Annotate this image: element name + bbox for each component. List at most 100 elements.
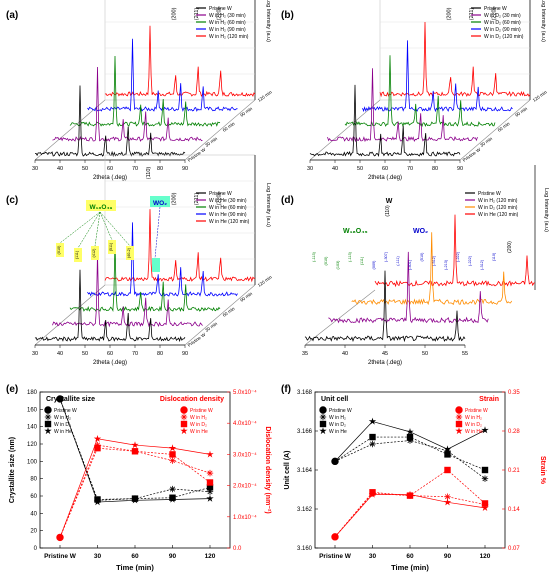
x-tick-label: 70 [132, 166, 138, 172]
xrd-trace [309, 84, 461, 158]
x-tick-label: 60 [406, 553, 414, 560]
x-axis-label: Time (min) [116, 563, 154, 572]
y2-axis-label: Dislocation density (nm⁻²) [264, 426, 271, 513]
legend-marker-left [44, 406, 52, 414]
x-tick-label: 50 [82, 351, 88, 357]
data-point-right [444, 466, 451, 474]
legend-label-left: W in H₂ [54, 415, 71, 421]
small-peak-label: (412) [92, 248, 96, 258]
depth-label: 120 min [257, 89, 273, 103]
series-line-right [334, 469, 486, 538]
xrd-trace [328, 251, 489, 324]
data-point-left [482, 476, 488, 482]
series-line-left [334, 440, 486, 479]
legend-label: W in D₂ (120 min) [484, 34, 524, 40]
small-peak-label: (40-2) [127, 247, 131, 258]
y2-tick-label: 1.0x10⁻⁴ [233, 514, 257, 521]
y-axis-label: Log Intensity (a.u) [265, 183, 271, 227]
panel-label: (d) [281, 195, 294, 206]
data-point-right [206, 479, 214, 486]
series-line-right [334, 494, 486, 538]
phase-pointer [154, 206, 161, 259]
x-tick-label: 40 [57, 166, 63, 172]
data-point-right [206, 450, 214, 458]
data-point-pristine-right [56, 533, 64, 542]
x-tick-label: 90 [169, 553, 177, 560]
small-peak-label: (010) [57, 245, 61, 255]
panel-label: (f) [281, 384, 291, 395]
x-tick-label: 60 [131, 553, 139, 560]
depth-axis-right [184, 99, 256, 161]
data-point-pristine-right [331, 533, 339, 541]
legend-label-left: W in He [329, 429, 347, 435]
y2-tick-label: 2.0x10⁻⁴ [233, 483, 257, 490]
legend-marker-left [320, 414, 326, 420]
small-peak-label: (-213) [444, 259, 448, 270]
xrd-trace [34, 269, 186, 343]
peak-label: (220) [492, 7, 498, 20]
depth-label: 90 min [514, 106, 528, 118]
y2-tick-label: 0.14 [508, 507, 520, 513]
x-tick-label: 30 [307, 166, 313, 172]
panel-label: (c) [6, 195, 18, 206]
peak-label: (200) [507, 241, 513, 253]
x-tick-label: 80 [157, 166, 163, 172]
panel-f: 3.160 3.162 3.164 3.166 3.168 0.07 0.14 0.21 0.2… [281, 384, 546, 572]
small-peak-label: (110) [492, 252, 496, 261]
x-tick-label: 30 [32, 351, 38, 357]
x-tick-label: 30 [369, 553, 377, 560]
x-tick-label: Pristine W [44, 553, 77, 560]
phase-pointer [99, 211, 113, 241]
data-point-right [368, 490, 377, 498]
peak-marker [74, 248, 82, 262]
peak-label: (211) [194, 8, 200, 21]
data-point-right [131, 441, 139, 449]
panel-d: 35 40 45 50 55 2theta (.deg) Log Intensity (a.… [281, 165, 549, 366]
xrd-trace [52, 252, 203, 328]
y2-tick-label: 0.07 [508, 546, 520, 552]
data-point-left [169, 486, 176, 492]
y-tick-label: 3.160 [297, 546, 313, 552]
legend-marker-left [44, 427, 52, 435]
data-point-pristine-left [56, 395, 64, 403]
depth-label: 30 min [204, 136, 218, 148]
y2-tick-label: 4.0x10⁻⁴ [233, 420, 257, 427]
peak-label: (200) [172, 7, 178, 20]
depth-label: 30 min [479, 136, 493, 148]
legend-label-left: Pristine W [329, 408, 352, 414]
legend-label: W in D₂ (120 min) [478, 205, 518, 211]
x-axis-label: Time (min) [391, 563, 429, 572]
x-tick-label: 70 [407, 166, 413, 172]
depth-label: 90 min [239, 106, 253, 118]
depth-label: 120 min [532, 89, 548, 103]
y-tick-label: 180 [27, 390, 38, 396]
x-tick-label: 50 [422, 351, 428, 357]
x-tick-label: Pristine W [319, 553, 352, 560]
x-tick-label: 120 [480, 553, 491, 560]
small-peak-label: (-111) [396, 255, 400, 265]
depth-label: 60 min [222, 121, 236, 133]
x-axis-label: 2theta (.deg) [368, 175, 402, 181]
small-peak-label: (-222) [456, 251, 460, 262]
y2-tick-label: 5.0x10⁻⁴ [233, 389, 257, 396]
legend-label: W in He (60 min) [209, 205, 247, 211]
legend-label: Pristine W [209, 191, 232, 197]
data-point-left [131, 496, 139, 504]
series-line-right [334, 493, 486, 538]
x-tick-label: 120 [205, 553, 216, 560]
y-tick-label: 160 [27, 407, 38, 413]
data-point-left [368, 417, 377, 425]
y-tick-label: 60 [30, 494, 37, 500]
data-point-left [406, 433, 414, 441]
data-point-right [168, 444, 177, 452]
y-axis-label: Crystallite size (nm) [9, 437, 16, 503]
legend-marker-left [319, 420, 327, 428]
legend-label-right: W in He [465, 429, 483, 435]
panel-e: 0 20 40 60 80 100 120 140 160 180 0.0 1.0x10⁻⁴ 2.0x1… [6, 384, 271, 572]
data-point-right [207, 470, 213, 476]
data-point-right [169, 458, 176, 464]
y-tick-label: 3.166 [297, 429, 313, 435]
legend-label-right: W in D₂ [465, 422, 482, 428]
